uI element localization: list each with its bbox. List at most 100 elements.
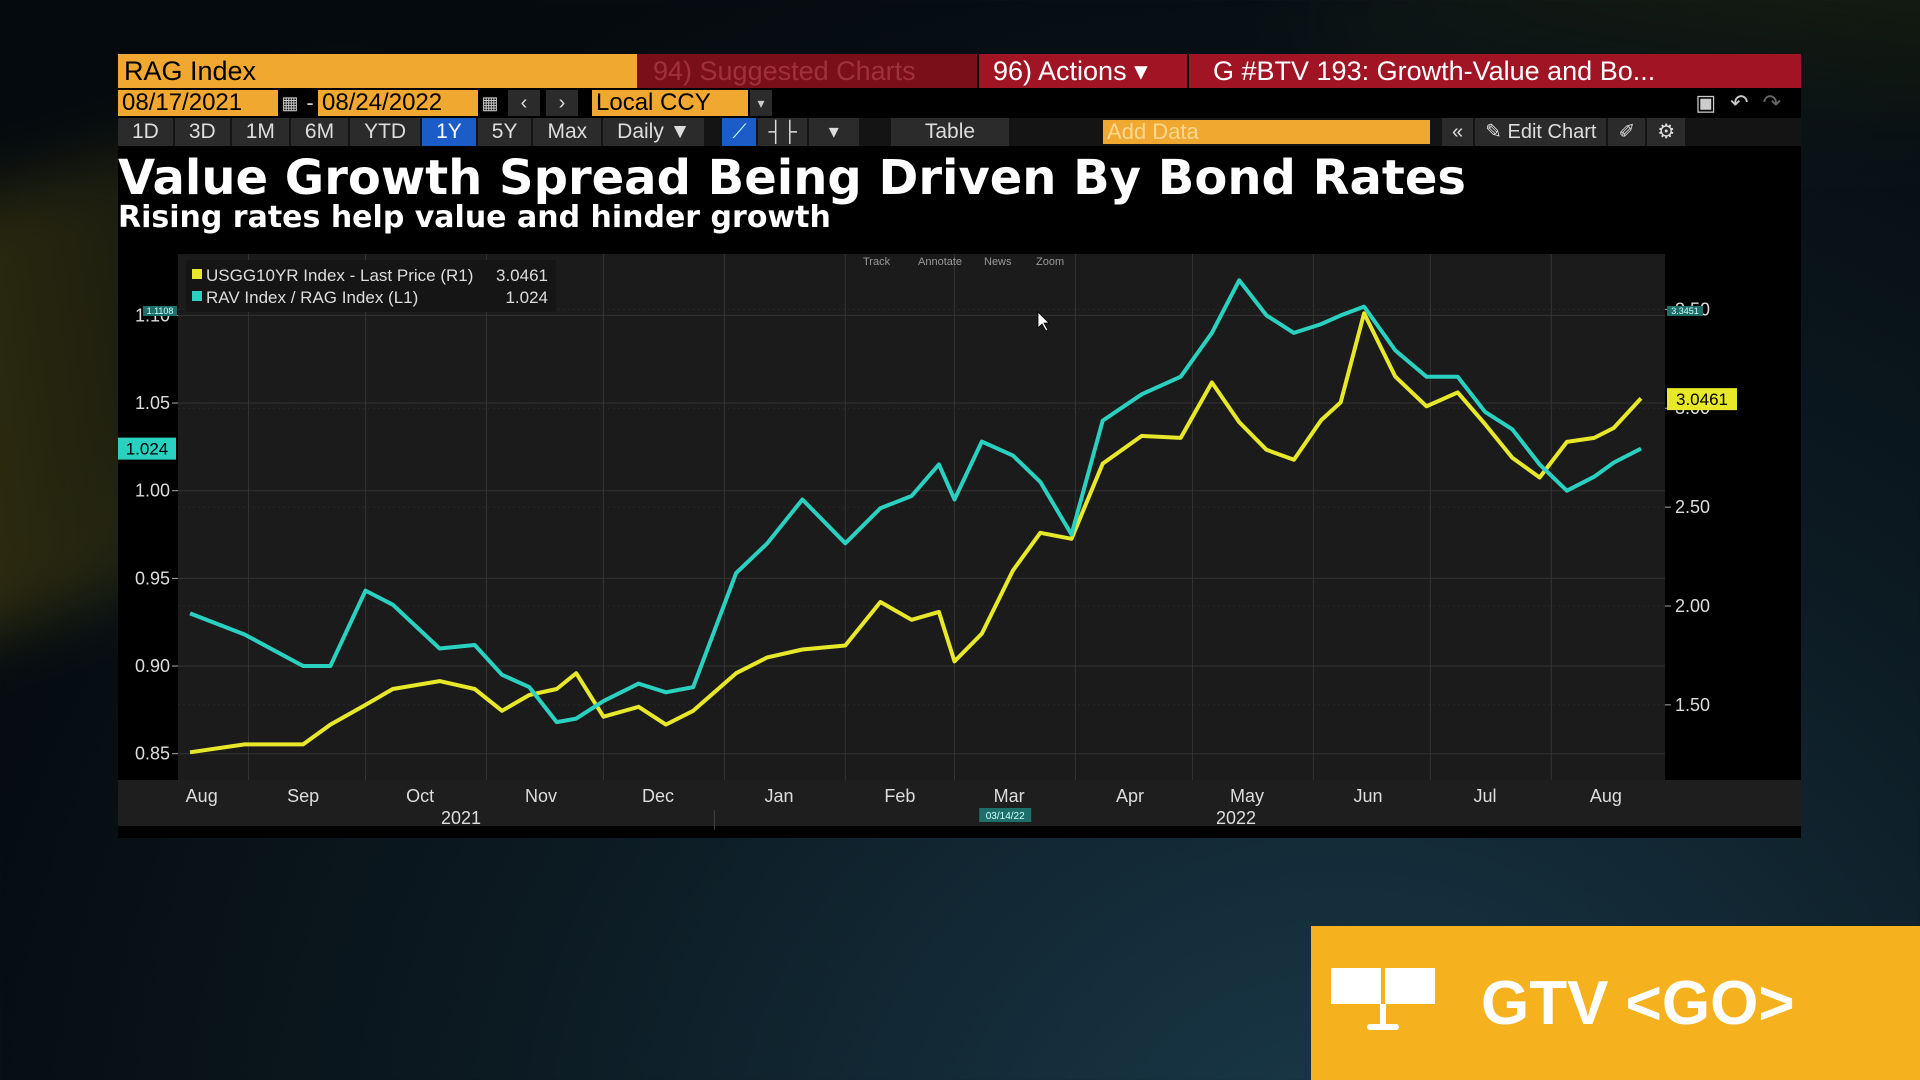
x-month-label: Aug (186, 786, 218, 806)
x-month-label: Sep (287, 786, 319, 806)
right-tick-label: 2.00 (1675, 596, 1710, 616)
right-axis-area (1665, 254, 1801, 780)
next-period-icon[interactable]: › (546, 90, 578, 116)
cursor-date-label: 03/14/22 (986, 811, 1025, 822)
x-month-label: Nov (525, 786, 557, 806)
window-controls: ▣ ↶ ↷ (1695, 90, 1801, 116)
legend-value-2: 1.024 (505, 288, 548, 307)
legend-box (186, 260, 556, 312)
prev-period-icon[interactable]: ‹ (508, 90, 540, 116)
x-month-label: Jun (1353, 786, 1382, 806)
x-month-label: Dec (642, 786, 674, 806)
top-command-bar: RAG Index 94) Suggested Charts 96) Actio… (118, 54, 1801, 88)
monitor-icon (1331, 968, 1441, 1038)
tool-annotate-label: Annotate (918, 256, 962, 268)
legend-name-1: USGG10YR Index - Last Price (R1) (206, 266, 473, 285)
left-last-value-tag (118, 437, 176, 460)
right-tick-label: 1.50 (1675, 695, 1710, 715)
legend-value-1: 3.0461 (496, 266, 548, 285)
calendar-icon[interactable]: ▦ (481, 93, 499, 113)
gtv-go-label: GTV <GO> (1481, 968, 1795, 1038)
timeframe-bar: 1D 3D 1M 6M YTD 1Y 5Y Max Daily ▼ ⟋ ┤├ ▾ Table … (118, 118, 1801, 146)
edit-chart-button[interactable]: ✎ Edit Chart (1475, 118, 1607, 146)
x-year-label: 2021 (441, 808, 481, 828)
x-month-label: Mar (994, 786, 1025, 806)
add-data-placeholder: Add Data (1107, 119, 1199, 144)
timeframe-buttons: 1D 3D 1M 6M YTD 1Y 5Y Max (118, 118, 603, 146)
security-field[interactable]: RAG Index (118, 54, 637, 88)
timeframe-1d[interactable]: 1D (118, 118, 173, 146)
end-date-field[interactable]: 08/24/2022 (318, 90, 478, 116)
chart-subtitle: Rising rates help value and hinder growt… (118, 200, 831, 235)
tool-zoom-label: Zoom (1036, 256, 1064, 268)
add-data-input[interactable]: Add Data (1103, 119, 1431, 144)
gtv-banner: GTV <GO> (1311, 926, 1920, 1080)
line-chart[interactable]: 1.101.051.000.950.900.853.503.002.502.00… (118, 234, 1801, 838)
right-last-value-label: 3.0461 (1676, 390, 1728, 409)
x-month-label: Apr (1116, 786, 1144, 806)
x-axis-area (118, 780, 1801, 826)
chevron-down-icon[interactable]: ▾ (750, 90, 772, 116)
line-chart-icon[interactable]: ⟋ (722, 118, 757, 146)
chart-edit-controls: « ✎ Edit Chart ✐ ⚙ (1442, 118, 1687, 146)
redo-icon[interactable]: ↷ (1762, 90, 1781, 115)
annotate-icon[interactable]: ✐ (1608, 118, 1646, 146)
timeframe-ytd[interactable]: YTD (350, 118, 421, 146)
left-tick-label: 1.05 (135, 393, 170, 413)
left-top-label: 1.1108 (147, 306, 174, 316)
timeframe-5y[interactable]: 5Y (477, 118, 532, 146)
right-last-value-tag (1667, 388, 1737, 411)
timeframe-6m[interactable]: 6M (290, 118, 349, 146)
actions-menu-button[interactable]: 96) Actions ▾ (979, 54, 1187, 88)
collapse-icon[interactable]: « (1442, 118, 1474, 146)
timeframe-3d[interactable]: 3D (174, 118, 230, 146)
timeframe-1y[interactable]: 1Y (422, 118, 476, 146)
right-tick-label: 2.50 (1675, 497, 1710, 517)
suggested-charts-button[interactable]: 94) Suggested Charts (637, 54, 977, 88)
legend-swatch-1 (192, 269, 202, 279)
series-line-2 (189, 278, 1642, 725)
left-axis-area (118, 254, 178, 780)
start-date-field[interactable]: 08/17/2021 (118, 90, 278, 116)
chart-name-title[interactable]: G #BTV 193: Growth-Value and Bo... (1189, 54, 1801, 88)
plot-area (178, 254, 1665, 780)
undo-icon[interactable]: ↶ (1730, 90, 1749, 115)
chevron-down-icon[interactable]: ▾ (808, 118, 859, 146)
bar-chart-icon[interactable]: ┤├ (758, 118, 807, 146)
timeframe-1m[interactable]: 1M (231, 118, 289, 146)
x-year-label: 2022 (1216, 808, 1256, 828)
edit-chart-label: Edit Chart (1507, 121, 1597, 143)
legend: USGG10YR Index - Last Price (R1) 3.0461 RA… (186, 260, 556, 312)
bloomberg-chart-panel: RAG Index 94) Suggested Charts 96) Actio… (118, 54, 1801, 838)
frequency-select[interactable]: Daily ▼ (603, 118, 705, 146)
chart-title: Value Growth Spread Being Driven By Bond… (118, 150, 1466, 206)
x-month-label: Feb (884, 786, 915, 806)
right-top-tag (1667, 306, 1703, 316)
left-tick-label: 0.85 (135, 744, 170, 764)
left-tick-label: 0.90 (135, 656, 170, 676)
right-top-label: 3.3451 (1671, 306, 1699, 316)
currency-select[interactable]: Local CCY (592, 90, 748, 116)
tool-news-label: News (984, 256, 1012, 268)
date-separator: - (306, 90, 314, 115)
cursor-date-tag (979, 808, 1032, 822)
calendar-icon[interactable]: ▦ (281, 93, 299, 113)
date-range-bar: 08/17/2021 ▦ - 08/24/2022 ▦ ‹ › Local CC… (118, 90, 1801, 116)
legend-swatch-2 (192, 291, 202, 301)
gear-icon[interactable]: ⚙ (1647, 118, 1686, 146)
screen-icon[interactable]: ▣ (1695, 90, 1717, 115)
mouse-cursor-icon (1037, 311, 1050, 332)
left-tick-label: 1.00 (135, 481, 170, 501)
series-line-1 (189, 311, 1643, 755)
x-month-label: Oct (406, 786, 434, 806)
left-top-tag (143, 306, 177, 316)
x-month-label: Aug (1590, 786, 1622, 806)
x-month-label: Jan (764, 786, 793, 806)
table-button[interactable]: Table (890, 118, 1010, 146)
x-month-label: May (1230, 786, 1264, 806)
pencil-icon: ✎ (1485, 121, 1502, 143)
left-last-value-label: 1.024 (126, 440, 169, 459)
legend-name-2: RAV Index / RAG Index (L1) (206, 288, 418, 307)
x-month-label: Jul (1473, 786, 1496, 806)
timeframe-max[interactable]: Max (533, 118, 602, 146)
